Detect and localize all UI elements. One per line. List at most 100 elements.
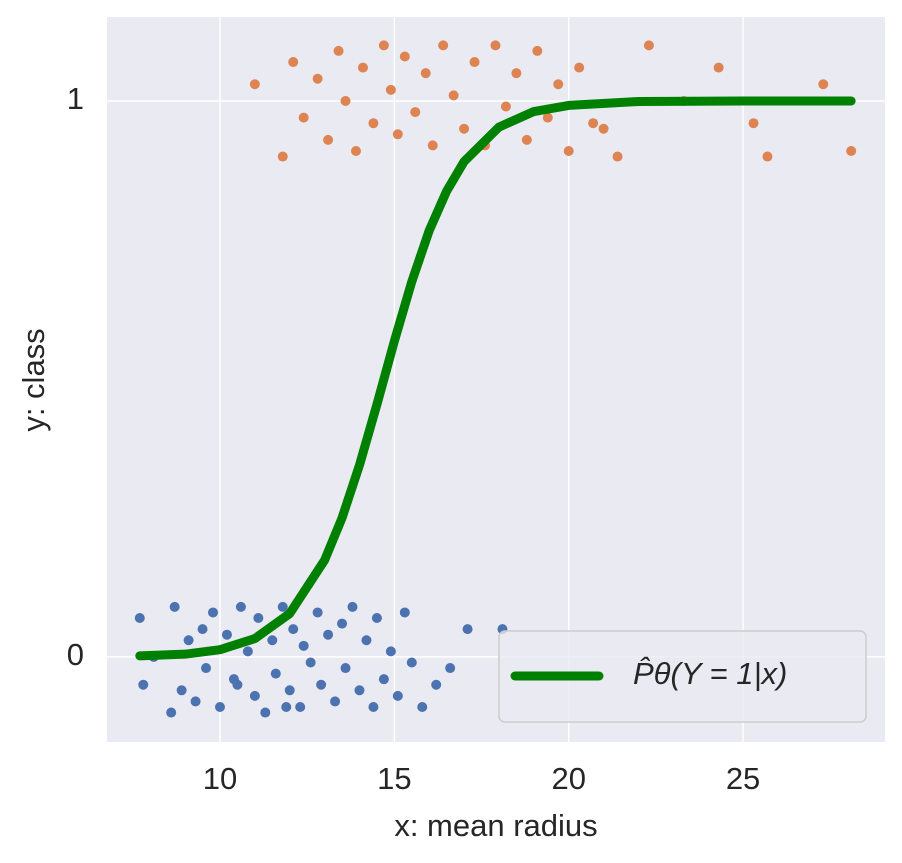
point: [378, 674, 389, 685]
point: [417, 701, 428, 712]
point: [532, 45, 543, 56]
point: [169, 601, 180, 612]
point: [333, 45, 344, 56]
point: [462, 624, 473, 635]
point: [448, 90, 459, 101]
point: [347, 601, 358, 612]
point: [399, 607, 410, 618]
point: [330, 696, 341, 707]
point: [288, 624, 299, 635]
point: [260, 707, 271, 718]
point: [420, 68, 431, 79]
point: [445, 663, 456, 674]
point: [469, 57, 480, 68]
point: [350, 145, 361, 156]
point: [368, 118, 379, 129]
x-tick-label: 15: [377, 761, 411, 796]
point: [323, 134, 334, 145]
point: [232, 679, 243, 690]
point: [368, 701, 379, 712]
point: [235, 601, 246, 612]
point: [190, 696, 201, 707]
point: [598, 123, 609, 134]
point: [242, 646, 253, 657]
point: [427, 140, 438, 151]
point: [588, 118, 599, 129]
x-tick-label: 25: [726, 761, 760, 796]
point: [490, 40, 501, 51]
legend-box: [498, 630, 867, 723]
point: [312, 73, 323, 84]
point: [249, 690, 260, 701]
point: [357, 62, 368, 73]
point: [431, 679, 442, 690]
point: [295, 701, 306, 712]
point: [305, 657, 316, 668]
point: [361, 635, 372, 646]
point: [748, 118, 759, 129]
curve: [135, 96, 856, 661]
point: [392, 690, 403, 701]
point: [281, 701, 292, 712]
point: [316, 679, 327, 690]
y-axis-label: y: class: [16, 328, 51, 431]
point: [134, 613, 145, 624]
point: [438, 40, 449, 51]
point: [378, 40, 389, 51]
point: [166, 707, 177, 718]
point: [542, 112, 553, 123]
point: [267, 635, 278, 646]
point: [277, 601, 288, 612]
point: [574, 62, 585, 73]
point: [253, 613, 264, 624]
point: [392, 129, 403, 140]
point: [298, 640, 309, 651]
point: [183, 635, 194, 646]
point: [553, 79, 564, 90]
x-tick-label: 10: [203, 761, 237, 796]
point: [385, 84, 396, 95]
point: [249, 79, 260, 90]
point: [270, 668, 281, 679]
y-tick-label: 1: [67, 81, 84, 116]
point: [643, 40, 654, 51]
point: [354, 685, 365, 696]
legend-label: P̂θ(Y = 1|x): [633, 655, 787, 691]
point: [459, 123, 470, 134]
point: [406, 657, 417, 668]
point: [284, 685, 295, 696]
point: [521, 134, 532, 145]
point: [323, 629, 334, 640]
point: [511, 68, 522, 79]
point: [713, 62, 724, 73]
point: [138, 679, 149, 690]
point: [371, 613, 382, 624]
point: [298, 112, 309, 123]
point: [214, 701, 225, 712]
point: [612, 151, 623, 162]
y-tick-label: 0: [67, 637, 84, 672]
x-tick-label: 20: [551, 761, 585, 796]
x-axis-label: x: mean radius: [394, 808, 597, 843]
point: [288, 57, 299, 68]
point: [500, 101, 511, 112]
point: [197, 624, 208, 635]
point: [312, 607, 323, 618]
point: [221, 629, 232, 640]
point: [176, 685, 187, 696]
point: [340, 95, 351, 106]
point: [399, 51, 410, 62]
point: [277, 151, 288, 162]
point: [337, 618, 348, 629]
point: [410, 107, 421, 118]
point: [762, 151, 773, 162]
plot-area: [107, 17, 885, 742]
point: [208, 607, 219, 618]
point: [846, 145, 857, 156]
point: [818, 79, 829, 90]
point: [563, 145, 574, 156]
point: [385, 646, 396, 657]
point: [201, 663, 212, 674]
point: [340, 663, 351, 674]
